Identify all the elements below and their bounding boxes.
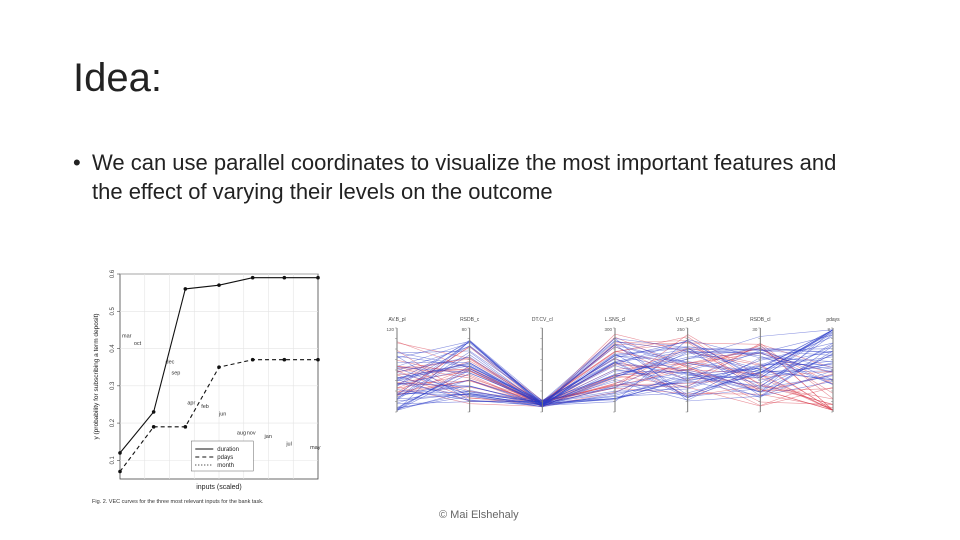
y-tick-label: 0.2 <box>110 418 116 427</box>
data-point-pdays <box>118 469 122 474</box>
data-point-duration <box>250 275 255 280</box>
pc-axis-label: pdays <box>826 317 840 323</box>
y-axis-label: y (probability for subscribing a term de… <box>93 313 100 439</box>
month-label: oct <box>134 341 142 347</box>
data-point-duration <box>217 283 221 287</box>
data-point-pdays <box>282 357 287 362</box>
data-point-duration <box>282 275 287 280</box>
y-tick-label: 0.6 <box>110 269 116 278</box>
legend-box <box>191 440 254 472</box>
month-label: feb <box>201 404 209 410</box>
month-label: apr <box>187 400 195 406</box>
y-tick-label: 0.5 <box>110 306 116 315</box>
figure-caption: Fig. 2. VEC curves for the three most re… <box>92 499 264 505</box>
month-label: sep <box>172 371 181 377</box>
month-label: may <box>310 445 321 451</box>
month-label: jun <box>218 412 226 418</box>
month-label: aug <box>237 430 246 436</box>
pc-axis-label: RSDB_cl <box>750 317 770 323</box>
data-point-duration <box>183 287 188 291</box>
footer-credit: © Mai Elshehaly <box>439 509 519 521</box>
pc-axis-top-value: 30 <box>752 327 758 332</box>
data-point-pdays <box>250 357 255 362</box>
slide-title: Idea: <box>73 56 162 100</box>
pc-axis-label: DT.CV_cl <box>532 317 553 323</box>
bullet-item: • We can use parallel coordinates to vis… <box>73 148 873 206</box>
bullet-marker: • <box>73 150 81 175</box>
pc-axis-label: V.D_EB_cl <box>676 317 700 323</box>
parallel-coordinates-figure: AV.B_pl 120 RSDB_c 80 DT.CV_cl L.SNS_cl 300 V.D… <box>386 317 840 413</box>
pc-axis-top-value: 8 <box>827 327 830 332</box>
data-point-pdays <box>151 425 156 429</box>
pc-axis-top-value: 250 <box>677 327 685 332</box>
data-point-pdays <box>316 357 320 362</box>
y-tick-label: 0.4 <box>110 344 116 353</box>
pc-axis-top-value: 80 <box>462 327 468 332</box>
data-point-duration <box>118 451 122 455</box>
y-tick-label: 0.1 <box>110 456 116 465</box>
legend-label: duration <box>217 447 239 453</box>
pc-axis-label: AV.B_pl <box>388 317 405 323</box>
y-tick-label: 0.3 <box>110 381 116 390</box>
month-label: mar <box>122 333 132 339</box>
data-point-pdays <box>183 425 188 429</box>
month-label: jan <box>264 434 272 440</box>
legend-label: pdays <box>217 455 233 461</box>
x-axis-label: inputs (scaled) <box>196 484 242 491</box>
pc-axis-label: L.SNS_cl <box>605 317 626 323</box>
legend-label: month <box>217 463 234 469</box>
month-label: nov <box>247 430 256 436</box>
data-point-pdays <box>217 365 221 369</box>
data-point-duration <box>316 275 320 280</box>
pc-axis-label: RSDB_c <box>460 317 480 323</box>
month-label: jul <box>285 441 292 447</box>
pc-axis-top-value: 120 <box>386 327 394 332</box>
data-point-duration <box>151 410 156 414</box>
pc-axis-top-value: 300 <box>604 327 612 332</box>
bullet-text: We can use parallel coordinates to visua… <box>92 150 837 204</box>
month-label: dec <box>166 359 175 365</box>
